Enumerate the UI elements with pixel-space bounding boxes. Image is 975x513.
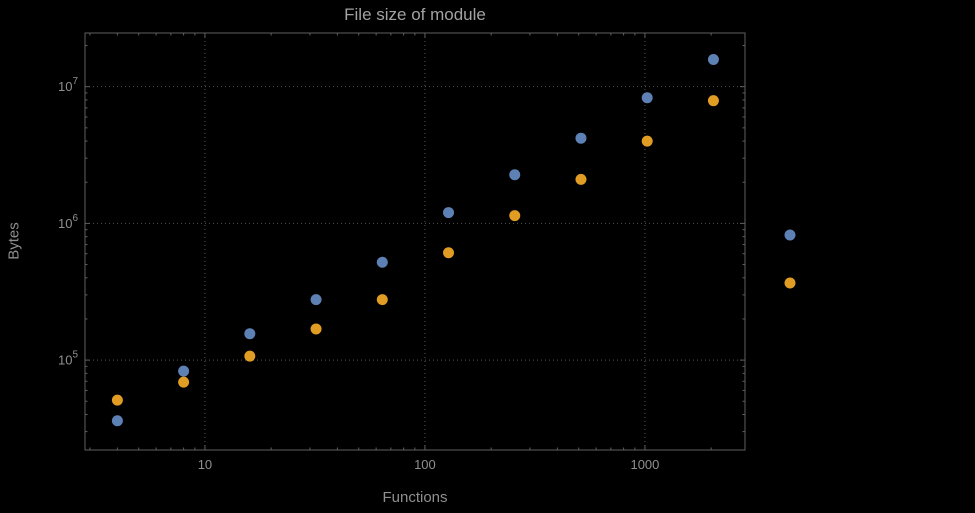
data-point-series-blue	[178, 365, 190, 377]
data-point-series-blue	[111, 415, 123, 427]
data-point-series-orange	[178, 376, 190, 388]
data-point-series-orange	[111, 394, 123, 406]
data-point-series-blue	[376, 256, 388, 268]
y-tick-label: 107	[58, 76, 78, 94]
data-point-series-blue	[707, 54, 719, 66]
data-point-series-orange	[707, 95, 719, 107]
data-point-series-orange	[443, 247, 455, 259]
data-point-series-orange	[244, 350, 256, 362]
data-point-series-blue	[575, 132, 587, 144]
data-point-series-blue	[244, 328, 256, 340]
data-point-series-blue	[310, 294, 322, 306]
chart-title: File size of module	[344, 5, 486, 24]
legend-marker	[784, 277, 796, 289]
data-point-series-blue	[509, 169, 521, 181]
x-axis-label: Functions	[382, 489, 448, 506]
y-tick-label: 106	[58, 213, 78, 231]
legend-marker	[784, 229, 796, 241]
y-tick-label: 105	[58, 350, 78, 368]
x-tick-label: 1000	[630, 457, 659, 472]
data-point-series-blue	[443, 207, 455, 219]
y-axis-label: Bytes	[5, 222, 23, 260]
x-tick-label: 100	[414, 457, 436, 472]
data-point-series-orange	[641, 135, 653, 147]
data-point-series-orange	[575, 173, 587, 185]
data-point-series-orange	[509, 210, 521, 222]
data-point-series-orange	[376, 294, 388, 306]
data-point-series-blue	[641, 92, 653, 104]
x-tick-label: 10	[198, 457, 212, 472]
data-point-series-orange	[310, 323, 322, 335]
